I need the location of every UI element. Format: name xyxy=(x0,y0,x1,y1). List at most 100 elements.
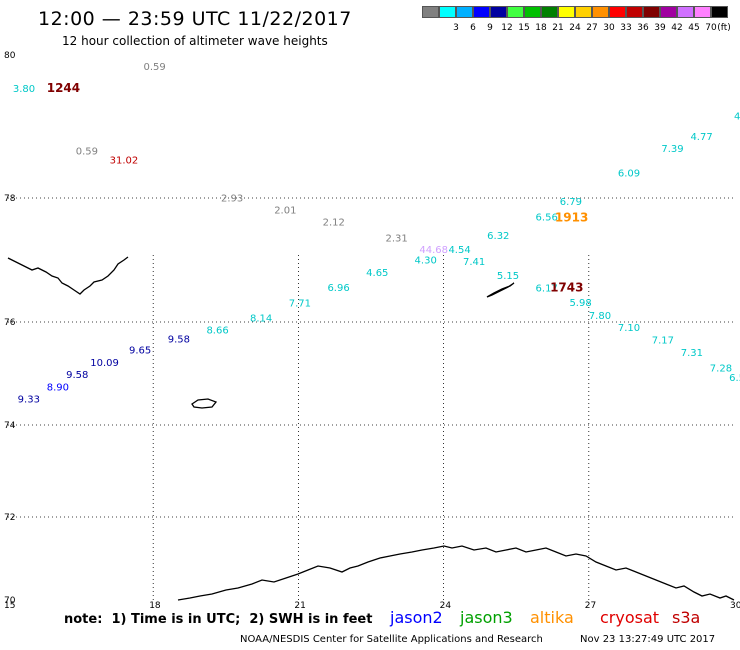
scale-tick-label: 15 xyxy=(518,23,530,33)
wave-height-label: 7.80 xyxy=(589,311,611,322)
wave-height-label: 6.79 xyxy=(560,197,582,208)
wave-height-label: 9.33 xyxy=(18,394,40,405)
wave-height-label: 8.90 xyxy=(47,382,69,393)
wave-height-label: 4.54 xyxy=(448,245,470,256)
scale-tick-label: 45 xyxy=(688,23,700,33)
wave-height-label: 1244 xyxy=(47,81,80,95)
scale-tick-label: 70 xyxy=(705,23,717,33)
lat-tick-label: 70 xyxy=(4,596,16,606)
scale-swatch xyxy=(575,6,592,18)
wave-height-label: 7.10 xyxy=(618,323,640,334)
wave-height-label: 9.58 xyxy=(66,370,88,381)
scale-swatch xyxy=(558,6,575,18)
wave-height-label: 6.17 xyxy=(536,284,558,295)
wave-height-label: 2.12 xyxy=(323,217,345,228)
scale-swatch xyxy=(660,6,677,18)
generated-timestamp: Nov 23 13:27:49 UTC 2017 xyxy=(580,634,716,645)
wave-height-label: 5.15 xyxy=(497,271,519,282)
scale-tick-label: 30 xyxy=(603,23,615,33)
scale-tick-label: 36 xyxy=(637,23,649,33)
hopen-island xyxy=(486,282,515,298)
lat-tick-label: 74 xyxy=(4,421,16,431)
scale-tick-label: 6 xyxy=(470,23,476,33)
wave-height-label: 6.32 xyxy=(487,231,509,242)
lon-tick-label: 21 xyxy=(294,601,305,611)
scale-swatch xyxy=(609,6,626,18)
scale-tick-label: 9 xyxy=(487,23,493,33)
wave-height-label: 6.59 xyxy=(729,373,740,384)
scale-swatch xyxy=(643,6,660,18)
sat-cryosat: cryosat xyxy=(600,608,660,627)
map-title: 12:00 — 23:59 UTC 11/22/2017 xyxy=(38,8,352,30)
bear-island xyxy=(191,398,218,409)
sat-s3a: s3a xyxy=(672,608,701,627)
scale-swatch xyxy=(694,6,711,18)
lat-tick-label: 76 xyxy=(4,318,16,328)
wave-height-label: 1913 xyxy=(555,211,588,225)
wave-height-label: 9.65 xyxy=(129,345,151,356)
wave-height-label: 9.58 xyxy=(168,335,190,346)
wave-height-label: 6.09 xyxy=(618,169,640,180)
sat-jason2: jason2 xyxy=(390,608,443,627)
scale-swatch xyxy=(507,6,524,18)
scale-swatch xyxy=(456,6,473,18)
wave-height-label: 6.56 xyxy=(536,212,558,223)
scale-swatch xyxy=(626,6,643,18)
wave-height-label: 0.59 xyxy=(144,62,166,73)
wave-height-label: 2.93 xyxy=(221,194,243,205)
lat-tick-label: 72 xyxy=(4,513,15,523)
wave-height-label: 1743 xyxy=(550,281,583,295)
wave-height-label: 5.98 xyxy=(569,298,591,309)
wave-height-label: 2.31 xyxy=(386,233,408,244)
scale-tick-label: 42 xyxy=(671,23,683,33)
scale-swatch xyxy=(592,6,609,18)
credit-line: NOAA/NESDIS Center for Satellite Applica… xyxy=(240,634,543,645)
scale-swatch xyxy=(541,6,558,18)
scale-tick-label: 18 xyxy=(535,23,547,33)
scale-swatch xyxy=(422,6,439,18)
footer-note: note: 1) Time is in UTC; 2) SWH is in fe… xyxy=(64,612,373,627)
wave-height-label: 0.59 xyxy=(76,146,98,157)
wave-height-label: 3.80 xyxy=(13,84,35,95)
wave-height-label: 8.66 xyxy=(206,325,228,336)
wave-height-label: 7.28 xyxy=(710,363,732,374)
coastline xyxy=(7,256,735,601)
scale-tick-label: 21 xyxy=(552,23,564,33)
wave-height-label: 6.96 xyxy=(327,283,349,294)
wave-height-label: 2.01 xyxy=(274,206,296,217)
wave-height-label: 10.09 xyxy=(90,358,119,369)
scale-tick-label: 12 xyxy=(501,23,513,33)
wave-height-label: 7.71 xyxy=(289,299,311,310)
scale-swatch xyxy=(473,6,490,18)
scale-swatch xyxy=(490,6,507,18)
sat-altika: altika xyxy=(530,608,574,627)
svalbard-coastline xyxy=(7,256,129,295)
scale-tick-label: 3 xyxy=(453,23,459,33)
wave-height-label: 4.77 xyxy=(690,132,712,143)
scale-tick-label: 24 xyxy=(569,23,581,33)
wave-height-label: 31.02 xyxy=(110,156,139,167)
wave-height-label: 7.41 xyxy=(463,257,485,268)
lon-tick-label: 27 xyxy=(585,601,596,611)
wave-height-label: 44.68 xyxy=(419,245,448,256)
wave-height-label: 7.39 xyxy=(661,144,683,155)
scale-tick-label: 33 xyxy=(620,23,632,33)
scale-swatch xyxy=(677,6,694,18)
wave-height-label: 8.14 xyxy=(250,313,272,324)
lat-tick-label: 80 xyxy=(4,51,16,61)
wave-height-label: 7.31 xyxy=(681,348,703,359)
scale-swatch xyxy=(711,6,728,18)
lat-tick-label: 78 xyxy=(4,194,16,204)
observations-layer: 3.80 1244 0.59 0.59 31.02 2.93 2.01 2.12 2.31 44.… xyxy=(13,62,740,405)
lon-tick-label: 18 xyxy=(149,601,161,611)
scale-swatch xyxy=(439,6,456,18)
lon-tick-label: 15 xyxy=(4,601,15,611)
map-subtitle: 12 hour collection of altimeter wave hei… xyxy=(62,34,328,48)
scale-tick-label: 27 xyxy=(586,23,598,33)
norway-coastline xyxy=(177,545,735,601)
scale-swatch xyxy=(524,6,541,18)
lon-tick-label: 30 xyxy=(730,601,740,611)
wave-height-label: 4.65 xyxy=(366,268,388,279)
